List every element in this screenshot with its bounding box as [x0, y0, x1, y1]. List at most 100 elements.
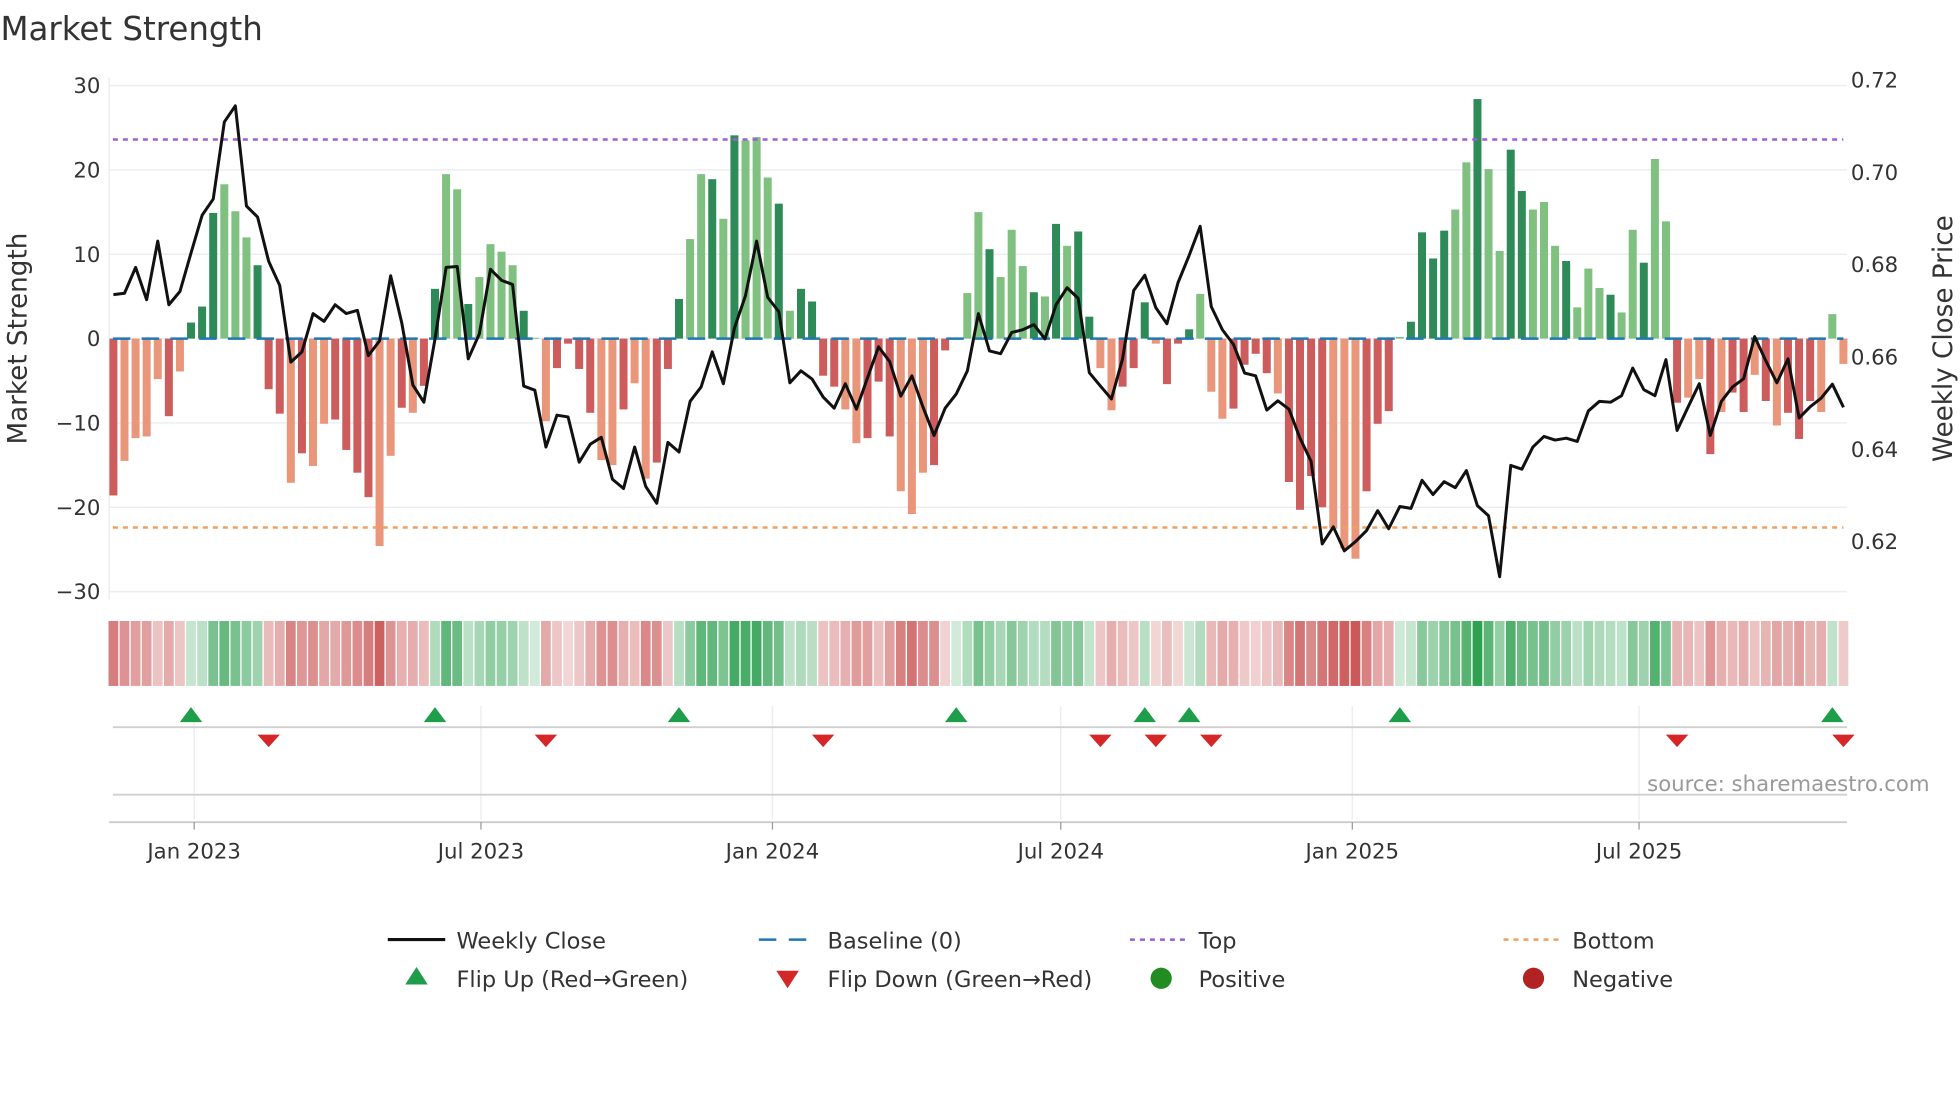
positive-strength-bar: [442, 174, 451, 339]
positive-strength-bar: [530, 337, 539, 339]
strip-cell: [1494, 620, 1505, 686]
positive-strength-bar: [464, 304, 473, 339]
flip-markers-panel: [109, 705, 1855, 824]
positive-strength-bar: [1628, 229, 1637, 339]
positive-strength-bar: [1517, 191, 1526, 339]
strip-cell: [818, 620, 829, 686]
positive-strength-bar: [1074, 231, 1083, 339]
y-tick-label: 10: [73, 243, 100, 268]
strip-cell: [1749, 620, 1760, 686]
strip-cell: [1406, 620, 1416, 686]
positive-strength-bar: [242, 237, 251, 339]
flip-down-marker: [257, 734, 280, 748]
strip-cell: [163, 620, 174, 686]
legend-item-top: Top: [1129, 928, 1237, 954]
negative-strength-bar: [663, 338, 672, 369]
positive-strength-bar: [1528, 209, 1537, 339]
chart-title: Market Strength: [0, 10, 262, 48]
positive-strength-bar: [796, 288, 805, 339]
strip-cell: [751, 620, 762, 686]
strip-cell: [1550, 620, 1560, 686]
strip-cell: [1106, 620, 1117, 686]
strip-cell: [1162, 620, 1172, 686]
negative-strength-bar: [1229, 338, 1238, 409]
strip-cell: [1062, 620, 1073, 686]
legend-item-bottom: Bottom: [1503, 928, 1655, 954]
strip-cell: [1539, 620, 1549, 686]
strip-cell: [130, 620, 141, 686]
y2-tick-label: 0.68: [1851, 253, 1898, 278]
negative-strength-bar: [264, 338, 273, 390]
negative-strength-bar: [1307, 338, 1316, 477]
strip-cell: [330, 620, 341, 686]
strip-cell: [1450, 620, 1461, 686]
strip-cell: [529, 620, 540, 686]
strip-cell: [1627, 620, 1638, 686]
strip-cell: [1594, 620, 1605, 686]
strip-cell: [1228, 620, 1239, 686]
negative-strength-bar: [1318, 338, 1327, 508]
strip-cell: [430, 620, 440, 686]
positive-strength-bar: [1052, 223, 1061, 339]
positive-strength-bar: [1484, 169, 1493, 339]
strip-cell: [297, 620, 307, 686]
x-tick-label: Jul 2024: [1016, 839, 1104, 864]
strip-cell: [785, 620, 795, 686]
legend-item-line: Weekly Close: [387, 928, 606, 954]
strip-cell: [1605, 620, 1616, 686]
positive-strength-bar: [974, 212, 983, 339]
strip-cell: [1361, 620, 1372, 686]
strip-cell: [1638, 620, 1649, 686]
negative-strength-bar: [309, 338, 318, 466]
flip-down-marker: [1200, 734, 1223, 748]
flip-up-marker: [423, 707, 447, 723]
negative-strength-bar: [1806, 338, 1815, 402]
strip-cell: [263, 620, 274, 686]
negative-strength-bar: [1151, 338, 1160, 344]
positive-strength-bar: [1595, 287, 1604, 339]
positive-strength-bar: [1661, 221, 1670, 339]
strip-cell: [951, 620, 962, 686]
negative-strength-bar: [1273, 338, 1282, 394]
strip-cell: [1006, 620, 1017, 686]
strip-cell: [740, 620, 751, 686]
positive-strength-bar: [808, 301, 817, 339]
negative-strength-bar: [641, 338, 650, 479]
level-lines: [112, 138, 1844, 529]
positive-dot-icon: [1150, 967, 1172, 989]
strip-cell: [363, 620, 374, 686]
negative-strength-bar: [1750, 338, 1759, 375]
negative-strength-bar: [1329, 338, 1338, 529]
positive-strength-bar: [996, 277, 1005, 339]
negative-strength-bar: [941, 338, 950, 351]
strip-cell: [574, 620, 585, 686]
flip-down-marker: [1144, 734, 1168, 748]
negative-strength-bar: [896, 338, 905, 492]
strip-cell: [773, 620, 784, 686]
strip-cell: [1206, 620, 1217, 686]
strip-cell: [1239, 620, 1250, 686]
negative-strength-bar: [408, 338, 417, 413]
triangle-up-icon: [405, 967, 428, 985]
strip-cell: [729, 620, 740, 686]
legend-item-up: Flip Up (Red→Green): [405, 967, 688, 993]
legend-item-neg: Negative: [1522, 967, 1673, 993]
y-tick-label: −30: [56, 580, 101, 605]
positive-strength-bar: [741, 140, 750, 339]
weekly-close-line: [113, 104, 1845, 579]
negative-strength-bar: [419, 338, 428, 386]
strip-cell: [1317, 620, 1328, 686]
y2-axis-ticks: 0.72 0.70 0.68 0.66 0.64 0.62: [1851, 68, 1898, 555]
strip-cell: [1528, 620, 1538, 686]
flip-up-marker: [1133, 707, 1157, 723]
negative-strength-bar: [1384, 338, 1393, 412]
strip-cell: [674, 620, 684, 686]
negative-strength-bar: [1761, 338, 1770, 402]
strip-cell: [518, 620, 529, 686]
strip-cell: [851, 620, 862, 686]
strip-cell: [485, 620, 496, 686]
strip-cell: [496, 620, 507, 686]
legend-label: Baseline (0): [828, 928, 962, 954]
legend-label: Flip Up (Red→Green): [456, 967, 688, 993]
